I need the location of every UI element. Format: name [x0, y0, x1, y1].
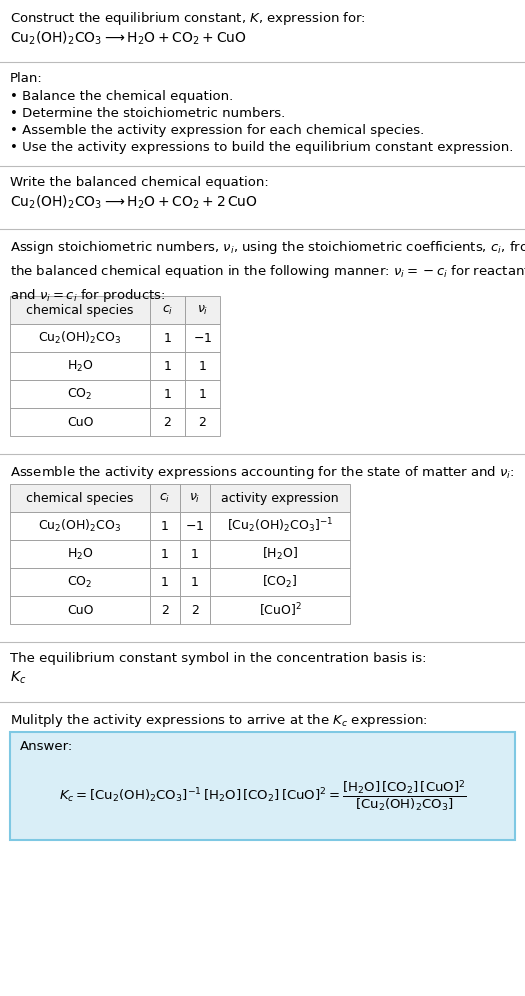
- Bar: [150, 596, 180, 624]
- Bar: [10, 296, 150, 324]
- Text: Assemble the activity expressions accounting for the state of matter and $\nu_i$: Assemble the activity expressions accoun…: [10, 464, 514, 481]
- Text: $\mathrm{Cu_2(OH)_2CO_3} \longrightarrow \mathrm{H_2O + CO_2 + 2\,CuO}$: $\mathrm{Cu_2(OH)_2CO_3} \longrightarrow…: [10, 194, 258, 211]
- Text: $[\mathrm{H_2O}]$: $[\mathrm{H_2O}]$: [262, 546, 298, 562]
- Text: CuO: CuO: [67, 604, 93, 617]
- Text: 1: 1: [161, 520, 169, 533]
- Text: Answer:: Answer:: [20, 740, 74, 753]
- Text: $\mathrm{CO_2}$: $\mathrm{CO_2}$: [67, 386, 92, 401]
- Bar: [180, 568, 210, 596]
- Text: Mulitply the activity expressions to arrive at the $K_c$ expression:: Mulitply the activity expressions to arr…: [10, 712, 428, 729]
- Bar: [10, 484, 150, 512]
- Text: 1: 1: [191, 548, 199, 561]
- Text: $\nu_i$: $\nu_i$: [190, 491, 201, 505]
- Bar: [150, 484, 180, 512]
- Text: • Assemble the activity expression for each chemical species.: • Assemble the activity expression for e…: [10, 124, 424, 137]
- Text: Plan:: Plan:: [10, 72, 43, 85]
- Text: 1: 1: [198, 387, 206, 400]
- Bar: [10, 324, 150, 352]
- Text: $\mathrm{Cu_2(OH)_2CO_3}$: $\mathrm{Cu_2(OH)_2CO_3}$: [38, 330, 122, 346]
- Text: The equilibrium constant symbol in the concentration basis is:: The equilibrium constant symbol in the c…: [10, 652, 426, 665]
- Bar: [180, 512, 210, 540]
- Text: 2: 2: [191, 604, 199, 617]
- Bar: [10, 568, 150, 596]
- Bar: [150, 352, 185, 380]
- Text: $-1$: $-1$: [193, 332, 212, 345]
- Text: 1: 1: [164, 332, 172, 345]
- Bar: [10, 352, 150, 380]
- Text: $\mathrm{H_2O}$: $\mathrm{H_2O}$: [67, 359, 93, 374]
- Text: 2: 2: [198, 415, 206, 428]
- Text: chemical species: chemical species: [26, 304, 134, 317]
- Bar: [10, 540, 150, 568]
- Bar: [10, 732, 515, 840]
- Bar: [150, 540, 180, 568]
- Bar: [150, 512, 180, 540]
- Bar: [150, 380, 185, 408]
- Bar: [185, 296, 220, 324]
- Bar: [210, 596, 350, 624]
- Text: $[\mathrm{Cu_2(OH)_2CO_3}]^{-1}$: $[\mathrm{Cu_2(OH)_2CO_3}]^{-1}$: [227, 517, 333, 536]
- Text: 2: 2: [164, 415, 172, 428]
- Bar: [150, 324, 185, 352]
- Text: $\mathrm{Cu_2(OH)_2CO_3} \longrightarrow \mathrm{H_2O + CO_2 + CuO}$: $\mathrm{Cu_2(OH)_2CO_3} \longrightarrow…: [10, 30, 247, 48]
- Text: Write the balanced chemical equation:: Write the balanced chemical equation:: [10, 176, 269, 189]
- Text: 2: 2: [161, 604, 169, 617]
- Text: 1: 1: [164, 360, 172, 373]
- Text: $c_i$: $c_i$: [162, 304, 173, 317]
- Text: $[\mathrm{CO_2}]$: $[\mathrm{CO_2}]$: [262, 574, 298, 590]
- Text: CuO: CuO: [67, 415, 93, 428]
- Bar: [185, 352, 220, 380]
- Text: • Balance the chemical equation.: • Balance the chemical equation.: [10, 90, 233, 103]
- Text: 1: 1: [161, 548, 169, 561]
- Bar: [185, 380, 220, 408]
- Text: $\mathrm{CO_2}$: $\mathrm{CO_2}$: [67, 575, 92, 590]
- Bar: [10, 380, 150, 408]
- Bar: [150, 408, 185, 436]
- Bar: [210, 568, 350, 596]
- Text: 1: 1: [164, 387, 172, 400]
- Text: $\mathrm{Cu_2(OH)_2CO_3}$: $\mathrm{Cu_2(OH)_2CO_3}$: [38, 518, 122, 534]
- Text: • Determine the stoichiometric numbers.: • Determine the stoichiometric numbers.: [10, 107, 285, 120]
- Text: $K_c = [\mathrm{Cu_2(OH)_2CO_3}]^{-1}\,[\mathrm{H_2O}]\,[\mathrm{CO_2}]\,[\mathr: $K_c = [\mathrm{Cu_2(OH)_2CO_3}]^{-1}\,[…: [59, 779, 466, 814]
- Text: $\nu_i$: $\nu_i$: [197, 304, 208, 317]
- Bar: [180, 596, 210, 624]
- Text: activity expression: activity expression: [221, 491, 339, 505]
- Bar: [180, 540, 210, 568]
- Bar: [150, 296, 185, 324]
- Text: $c_i$: $c_i$: [160, 491, 171, 505]
- Bar: [180, 484, 210, 512]
- Text: $K_c$: $K_c$: [10, 670, 26, 686]
- Text: $-1$: $-1$: [185, 520, 205, 533]
- Bar: [185, 324, 220, 352]
- Bar: [10, 596, 150, 624]
- Text: Construct the equilibrium constant, $K$, expression for:: Construct the equilibrium constant, $K$,…: [10, 10, 366, 27]
- Text: • Use the activity expressions to build the equilibrium constant expression.: • Use the activity expressions to build …: [10, 141, 513, 154]
- Text: $[\mathrm{CuO}]^2$: $[\mathrm{CuO}]^2$: [258, 602, 301, 619]
- Text: 1: 1: [191, 576, 199, 589]
- Text: 1: 1: [198, 360, 206, 373]
- Bar: [10, 408, 150, 436]
- Text: Assign stoichiometric numbers, $\nu_i$, using the stoichiometric coefficients, $: Assign stoichiometric numbers, $\nu_i$, …: [10, 239, 525, 305]
- Bar: [210, 512, 350, 540]
- Bar: [185, 408, 220, 436]
- Bar: [210, 540, 350, 568]
- Bar: [10, 512, 150, 540]
- Text: chemical species: chemical species: [26, 491, 134, 505]
- Bar: [150, 568, 180, 596]
- Text: $\mathrm{H_2O}$: $\mathrm{H_2O}$: [67, 547, 93, 562]
- Text: 1: 1: [161, 576, 169, 589]
- Bar: [210, 484, 350, 512]
